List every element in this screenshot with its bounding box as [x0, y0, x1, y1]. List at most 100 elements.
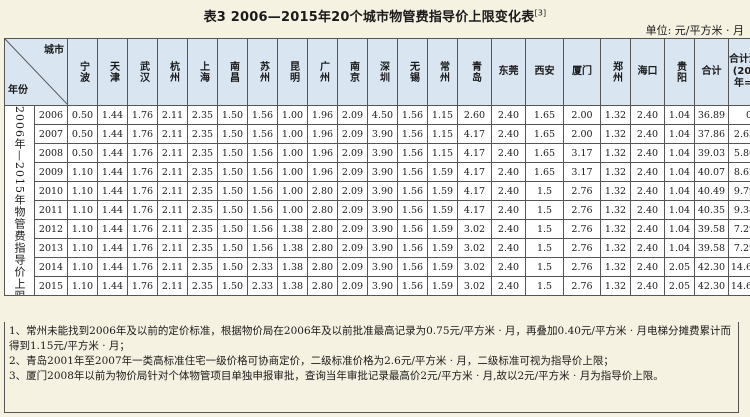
value-cell: 1.56 [397, 124, 428, 144]
value-cell: 1.5 [525, 276, 564, 296]
value-cell: 1.76 [127, 105, 158, 125]
value-cell: 1.10 [67, 162, 98, 182]
value-cell: 1.76 [127, 257, 158, 277]
value-cell: 1.76 [127, 181, 158, 201]
value-cell: 3.17 [563, 143, 601, 163]
value-cell: 2.40 [630, 238, 665, 258]
value-cell: 2.09 [337, 162, 368, 182]
value-cell: 1.65 [525, 143, 564, 163]
value-cell: 1.56 [397, 200, 428, 220]
value-cell: 2.35 [187, 276, 218, 296]
value-cell: 1.65 [525, 124, 564, 144]
col-header: 西安 [525, 38, 564, 106]
corner-year-label: 年份 [8, 85, 28, 96]
value-cell: 1.32 [600, 181, 631, 201]
value-cell: 1.04 [664, 105, 695, 125]
value-cell: 1.00 [277, 105, 308, 125]
col-header: 青岛 [457, 38, 492, 106]
year-cell: 2008 [34, 143, 68, 163]
value-cell: 2.40 [491, 162, 526, 182]
value-cell: 2.76 [563, 200, 601, 220]
value-cell: 2.80 [307, 181, 338, 201]
value-cell: 0.50 [67, 143, 98, 163]
value-cell: 1.96 [307, 124, 338, 144]
value-cell: 2.40 [630, 219, 665, 239]
value-cell: 1.10 [67, 276, 98, 296]
value-cell: 1.56 [247, 238, 278, 258]
value-cell: 1.32 [600, 219, 631, 239]
value-cell: 4.17 [457, 124, 492, 144]
value-cell: 1.04 [664, 181, 695, 201]
value-cell: 2.40 [491, 181, 526, 201]
value-cell: 2.00 [563, 105, 601, 125]
value-cell: 1.10 [67, 238, 98, 258]
value-cell: 1.56 [397, 219, 428, 239]
value-cell: 2.11 [157, 200, 188, 220]
value-cell: 2.40 [630, 143, 665, 163]
value-cell: 1.96 [307, 105, 338, 125]
value-cell: 1.59 [427, 238, 458, 258]
value-cell: 1.76 [127, 124, 158, 144]
col-header: 无锡 [397, 38, 428, 106]
value-cell: 2.35 [187, 238, 218, 258]
value-cell: 1.32 [600, 276, 631, 296]
value-cell: 2.40 [491, 200, 526, 220]
value-cell: 9.38% [728, 200, 750, 220]
value-cell: 2.80 [307, 200, 338, 220]
value-cell: 39.03 [694, 143, 729, 163]
value-cell: 3.90 [367, 181, 398, 201]
header-row: 城市 年份 宁波 天津 武汉 杭州 上海 南昌 苏州 昆明 广州 南京 深圳 无… [4, 38, 750, 106]
value-cell: 1.56 [397, 162, 428, 182]
value-cell: 2.09 [337, 200, 368, 220]
footnotes: 1、常州未能找到2006年及以前的定价标准，根据物价局在2006年及以前批准最高… [4, 322, 739, 413]
table-row: 2015 1.10 1.44 1.76 2.11 2.35 1.50 2.33 1.38 2.80… [5, 276, 750, 296]
value-cell: 42.30 [694, 276, 729, 296]
col-header: 郑州 [600, 38, 631, 106]
corner-diagonal [5, 39, 67, 105]
value-cell: 1.50 [217, 105, 248, 125]
value-cell: 1.44 [97, 200, 128, 220]
value-cell: 1.59 [427, 181, 458, 201]
value-cell: 40.07 [694, 162, 729, 182]
table-row: 2013 1.10 1.44 1.76 2.11 2.35 1.50 1.56 1.38 2.80… [5, 238, 750, 258]
value-cell: 39.58 [694, 238, 729, 258]
value-cell: 2.11 [157, 257, 188, 277]
col-header: 厦门 [563, 38, 601, 106]
value-cell: 3.90 [367, 219, 398, 239]
value-cell: 1.32 [600, 124, 631, 144]
value-cell: 1.10 [67, 257, 98, 277]
value-cell: 1.56 [247, 105, 278, 125]
value-cell: 0.50 [67, 105, 98, 125]
year-cell: 2013 [34, 238, 68, 258]
table-row: 2008 0.50 1.44 1.76 2.11 2.35 1.50 1.56 1.00 1.96… [5, 143, 750, 163]
value-cell: 2.40 [630, 257, 665, 277]
table-row: 2007 0.50 1.44 1.76 2.11 2.35 1.50 1.56 1.00 1.96… [5, 124, 750, 144]
value-cell: 1.56 [397, 276, 428, 296]
value-cell: 1.32 [600, 105, 631, 125]
value-cell: 1.00 [277, 124, 308, 144]
value-cell: 1.96 [307, 162, 338, 182]
table-title: 表3 2006—2015年20个城市物管费指导价上限变化表[3] [203, 8, 547, 25]
value-cell: 1.56 [397, 257, 428, 277]
footnote: 2、青岛2001年至2007年一类高标准住宅一级价格可协商定价，二级标准价格为2… [9, 355, 614, 367]
value-cell: 5.80% [728, 143, 750, 163]
value-cell: 3.90 [367, 276, 398, 296]
value-cell: 1.76 [127, 238, 158, 258]
unit-label: 单位: 元/平方米 · 月 [645, 24, 744, 37]
value-cell: 1.44 [97, 257, 128, 277]
value-cell: 4.17 [457, 162, 492, 182]
value-cell: 1.00 [277, 143, 308, 163]
corner-header: 城市 年份 [4, 38, 68, 106]
value-cell: 1.15 [427, 124, 458, 144]
value-cell: 2.35 [187, 143, 218, 163]
corner-city-label: 城市 [44, 45, 64, 56]
year-cell: 2006 [34, 105, 68, 125]
value-cell: 2.40 [491, 219, 526, 239]
value-cell: 1.56 [397, 181, 428, 201]
value-cell: 2.35 [187, 124, 218, 144]
value-cell: 2.09 [337, 257, 368, 277]
value-cell: 4.17 [457, 200, 492, 220]
value-cell: 1.04 [664, 219, 695, 239]
value-cell: 1.5 [525, 181, 564, 201]
col-header: 广州 [307, 38, 338, 106]
